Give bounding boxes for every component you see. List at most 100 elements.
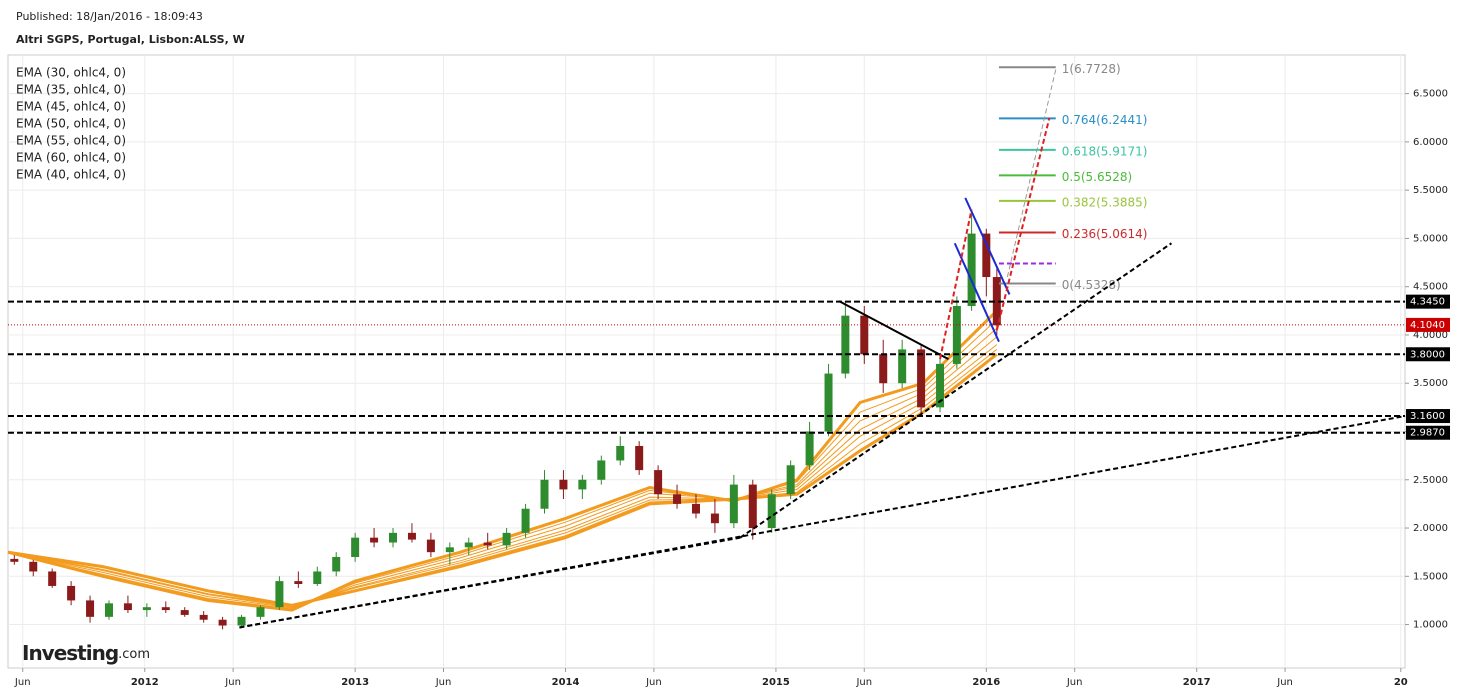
candle-body — [218, 619, 227, 626]
candle-body — [824, 373, 833, 432]
candle-body — [748, 484, 757, 529]
y-tick-label: 2.5000 — [1413, 475, 1448, 486]
candle-body — [767, 494, 776, 529]
candle-body — [48, 571, 57, 586]
plot — [7, 214, 1001, 630]
candle-body — [952, 305, 961, 364]
candle-body — [86, 600, 95, 617]
candle-body — [805, 431, 814, 466]
fib-label: 1(6.7728) — [1062, 62, 1121, 76]
axes: 1.00001.50002.00002.50003.00003.50004.00… — [8, 55, 1448, 688]
y-tick-label: 6.5000 — [1413, 89, 1448, 100]
candle-body — [123, 603, 132, 611]
fib-label: 0.764(6.2441) — [1062, 113, 1148, 127]
candle-body — [142, 607, 151, 611]
candle-body — [294, 581, 303, 585]
level-label: 3.8000 — [1410, 349, 1445, 360]
logo-suffix: .com — [118, 647, 150, 662]
level-label: 2.9870 — [1410, 428, 1445, 439]
candle-body — [691, 503, 700, 514]
candle-body — [559, 479, 568, 490]
candle-body — [540, 479, 549, 509]
candle-body — [616, 445, 625, 461]
trend-line — [239, 536, 741, 629]
fib-label: 0.382(5.3885) — [1062, 195, 1148, 209]
x-tick-label: Jun — [224, 677, 241, 688]
y-tick-label: 5.5000 — [1413, 185, 1448, 196]
level-label: 3.1600 — [1410, 411, 1445, 422]
y-tick-label: 4.0000 — [1413, 330, 1448, 341]
ema-line — [7, 319, 998, 610]
candle-body — [502, 532, 511, 546]
logo-main: Investing — [22, 641, 118, 665]
plot-frame — [7, 54, 1406, 669]
candle-body — [67, 585, 76, 601]
candle-body — [967, 233, 976, 306]
level-tag — [1406, 409, 1450, 424]
ema-line — [7, 353, 998, 607]
ema-line — [7, 309, 998, 612]
candle-body — [407, 532, 416, 540]
trend-line — [1006, 69, 1057, 278]
y-tick-label: 2.0000 — [1413, 523, 1448, 534]
trend-line — [739, 242, 1173, 539]
x-tick-label: Jun — [1066, 677, 1083, 688]
fib-label: 0.618(5.9171) — [1062, 144, 1148, 158]
x-tick-label: 2014 — [552, 677, 580, 688]
x-tick-label: 2017 — [1183, 677, 1211, 688]
last-price-label: 4.1040 — [1410, 320, 1445, 331]
fib-label: 0.236(5.0614) — [1062, 227, 1148, 241]
candle-body — [351, 537, 360, 557]
candle-body — [10, 558, 19, 562]
legend-entry: EMA (30, ohlc4, 0) — [16, 66, 126, 80]
candle-body — [426, 539, 435, 553]
y-tick-label: 1.5000 — [1413, 571, 1448, 582]
logo: Investing.com — [22, 641, 150, 665]
candle-body — [729, 484, 738, 524]
y-tick-label: 6.0000 — [1413, 137, 1448, 148]
x-tick-label: Jun — [855, 677, 872, 688]
candle-body — [199, 614, 208, 620]
candle-body — [370, 537, 379, 543]
ema-line — [7, 327, 998, 609]
candle-body — [578, 479, 587, 490]
published: Published: 18/Jan/2016 - 18:09:43 — [16, 10, 203, 23]
candle-body — [29, 561, 38, 572]
fib-label: 0.5(5.6528) — [1062, 170, 1132, 184]
candle-body — [841, 315, 850, 374]
candle-body — [936, 363, 945, 408]
candle-body — [275, 581, 284, 608]
chart-title: Altri SGPS, Portugal, Lisbon:ALSS, W — [16, 33, 245, 46]
candle-body — [104, 603, 113, 617]
x-tick-label: 2013 — [341, 677, 369, 688]
candle-body — [445, 547, 454, 553]
candle-body — [180, 610, 189, 615]
legend-entry: EMA (35, ohlc4, 0) — [16, 83, 126, 97]
candle-body — [464, 542, 473, 548]
legend-entry: EMA (40, ohlc4, 0) — [16, 168, 126, 182]
level-tag — [1406, 425, 1450, 440]
candle-body — [237, 616, 246, 626]
level-tag — [1406, 347, 1450, 362]
candle-body — [992, 277, 1001, 326]
x-tick-label: 2016 — [972, 677, 1000, 688]
trend-line — [995, 117, 1051, 331]
candle-body — [860, 315, 869, 355]
y-tick-label: 1.0000 — [1413, 620, 1448, 631]
legend-entry: EMA (45, ohlc4, 0) — [16, 100, 126, 114]
last-price-tag — [1406, 317, 1450, 332]
x-tick-label: Jun — [645, 677, 662, 688]
ema-line — [7, 344, 998, 607]
level-tag — [1406, 294, 1450, 309]
candle-body — [786, 465, 795, 495]
trend-line — [939, 209, 973, 360]
x-tick-label: 2012 — [131, 677, 159, 688]
x-tick-label: 20 — [1394, 677, 1408, 688]
candle-body — [710, 513, 719, 524]
candle-body — [256, 607, 265, 617]
y-tick-label: 3.5000 — [1413, 378, 1448, 389]
candle-body — [635, 445, 644, 471]
ema-line — [7, 336, 998, 608]
x-tick-label: 2015 — [762, 677, 790, 688]
